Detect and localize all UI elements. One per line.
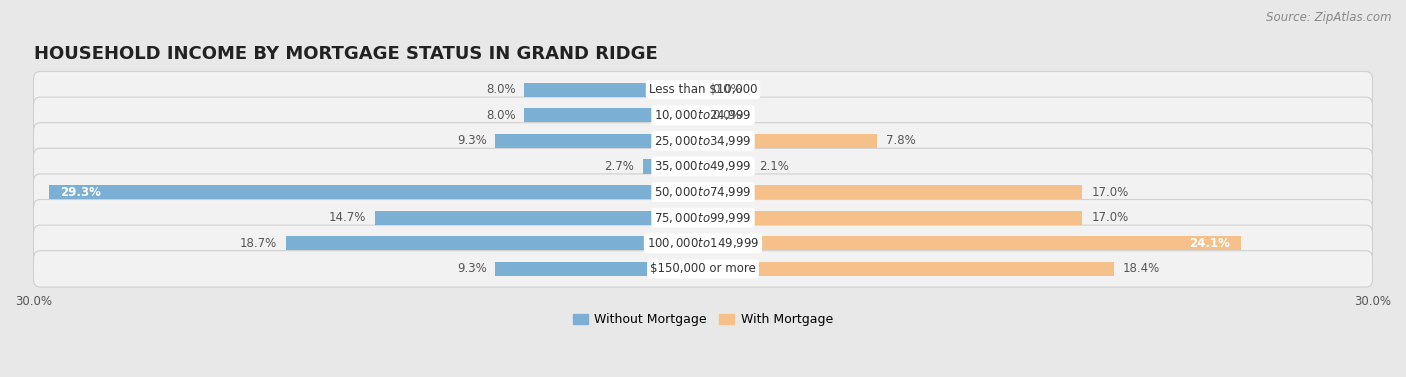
Text: 7.8%: 7.8%	[886, 134, 915, 147]
Text: 18.4%: 18.4%	[1122, 262, 1160, 275]
Text: $50,000 to $74,999: $50,000 to $74,999	[654, 185, 752, 199]
Text: 14.7%: 14.7%	[329, 211, 366, 224]
Text: 9.3%: 9.3%	[457, 262, 486, 275]
FancyBboxPatch shape	[34, 123, 1372, 159]
Bar	[49, 185, 703, 199]
Legend: Without Mortgage, With Mortgage: Without Mortgage, With Mortgage	[574, 313, 832, 326]
FancyBboxPatch shape	[34, 174, 1372, 210]
Text: Less than $10,000: Less than $10,000	[648, 83, 758, 96]
Bar	[495, 262, 703, 276]
FancyBboxPatch shape	[34, 225, 1372, 262]
Text: 9.3%: 9.3%	[457, 134, 486, 147]
Text: 24.1%: 24.1%	[1189, 237, 1230, 250]
Text: 0.0%: 0.0%	[711, 109, 741, 122]
FancyBboxPatch shape	[34, 199, 1372, 236]
Text: 17.0%: 17.0%	[1091, 211, 1129, 224]
Text: 2.7%: 2.7%	[605, 160, 634, 173]
Text: 18.7%: 18.7%	[239, 237, 277, 250]
Bar	[703, 211, 1083, 225]
Bar	[643, 159, 703, 173]
Text: $35,000 to $49,999: $35,000 to $49,999	[654, 159, 752, 173]
Text: 17.0%: 17.0%	[1091, 185, 1129, 199]
FancyBboxPatch shape	[34, 97, 1372, 133]
Bar	[703, 159, 749, 173]
Text: $10,000 to $24,999: $10,000 to $24,999	[654, 108, 752, 122]
FancyBboxPatch shape	[34, 148, 1372, 185]
Bar	[495, 134, 703, 148]
FancyBboxPatch shape	[34, 251, 1372, 287]
Text: $100,000 to $149,999: $100,000 to $149,999	[647, 236, 759, 250]
Text: 0.0%: 0.0%	[711, 83, 741, 96]
Text: 2.1%: 2.1%	[759, 160, 789, 173]
Bar	[524, 108, 703, 122]
Bar	[703, 262, 1114, 276]
Text: HOUSEHOLD INCOME BY MORTGAGE STATUS IN GRAND RIDGE: HOUSEHOLD INCOME BY MORTGAGE STATUS IN G…	[34, 45, 657, 63]
Text: $75,000 to $99,999: $75,000 to $99,999	[654, 211, 752, 225]
Text: 8.0%: 8.0%	[486, 83, 516, 96]
Bar	[703, 134, 877, 148]
Text: $150,000 or more: $150,000 or more	[650, 262, 756, 275]
Bar	[703, 185, 1083, 199]
FancyBboxPatch shape	[34, 72, 1372, 108]
Bar	[703, 236, 1241, 250]
Text: 8.0%: 8.0%	[486, 109, 516, 122]
Text: $25,000 to $34,999: $25,000 to $34,999	[654, 134, 752, 148]
Text: 29.3%: 29.3%	[60, 185, 101, 199]
Bar	[375, 211, 703, 225]
Bar	[285, 236, 703, 250]
Bar	[524, 83, 703, 97]
Text: Source: ZipAtlas.com: Source: ZipAtlas.com	[1267, 11, 1392, 24]
